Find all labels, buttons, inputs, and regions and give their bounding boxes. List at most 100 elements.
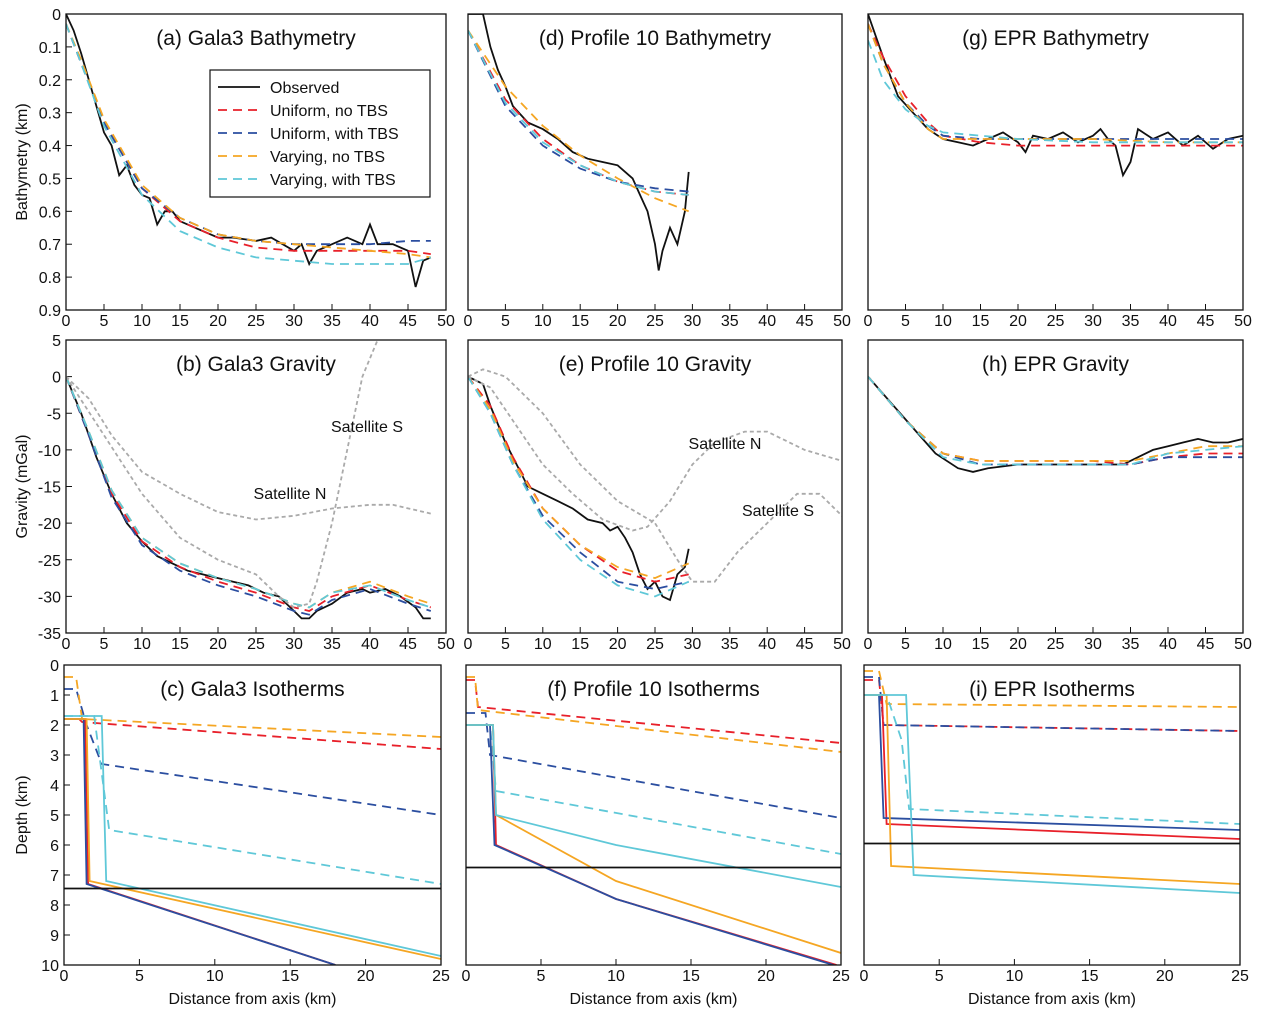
y-tick-label: 3: [50, 748, 59, 765]
y-axis-label: Bathymetry (km): [14, 103, 31, 220]
x-tick-label: 10: [607, 968, 625, 985]
series-line: [64, 718, 441, 960]
chart-title: (f) Profile 10 Isotherms: [547, 678, 759, 701]
annotation: Satellite N: [254, 486, 327, 503]
x-tick-label: 40: [758, 313, 776, 330]
series-line: [64, 715, 441, 957]
x-tick-label: 5: [537, 968, 546, 985]
x-tick-label: 0: [464, 313, 473, 330]
panel: 0 5 10 15 20 25 30 35 40 45 50 0 0.1 0.2 0.3 0.4 0.5 0.6 0…: [14, 7, 455, 330]
panel: 0 5 10 15 20 25 30 35 40 45 50 (d) Profile 10 Bathy…: [464, 13, 851, 330]
y-tick-label: -15: [38, 480, 61, 497]
y-tick-label: 7: [50, 868, 59, 885]
series-line: [66, 23, 431, 259]
series-line: [468, 376, 689, 583]
y-tick-label: 0: [50, 658, 59, 675]
series-line: [864, 676, 1240, 732]
x-tick-label: 0: [464, 636, 473, 653]
x-tick-label: 15: [171, 636, 189, 653]
panel: 0 5 10 15 20 25 30 35 40 45 50 (h) EPR Gravity: [864, 339, 1252, 653]
x-tick-label: 20: [757, 968, 775, 985]
x-tick-label: 10: [534, 636, 552, 653]
series-line: [868, 376, 1243, 462]
x-tick-label: 0: [60, 968, 69, 985]
panel: 0 5 10 15 20 25 (f) Profile 10 Isotherms Distan…: [462, 664, 850, 1008]
chart-title: (a) Gala3 Bathymetry: [156, 27, 356, 50]
x-tick-label: 25: [646, 636, 664, 653]
series-line: [868, 39, 1243, 144]
x-tick-label: 50: [833, 313, 851, 330]
annotation: Satellite N: [689, 436, 762, 453]
panel: 0 5 10 15 20 25 30 35 40 45 50 (g) EPR Bathymetry: [864, 13, 1252, 330]
x-tick-label: 5: [901, 313, 910, 330]
x-tick-label: 25: [247, 313, 265, 330]
x-tick-label: 10: [934, 313, 952, 330]
y-tick-label: 0.1: [39, 40, 61, 57]
series-line: [466, 724, 841, 954]
legend-box: [209, 69, 431, 198]
x-axis-label: Distance from axis (km): [168, 991, 336, 1008]
x-tick-label: 30: [1084, 636, 1102, 653]
y-tick-label: -5: [47, 406, 61, 423]
y-tick-label: 9: [50, 928, 59, 945]
chart-title: (d) Profile 10 Bathymetry: [539, 27, 772, 50]
x-tick-label: 5: [935, 968, 944, 985]
series-line: [466, 724, 841, 855]
plot-frame: [863, 664, 1241, 966]
x-tick-label: 35: [721, 313, 739, 330]
y-tick-label: 4: [50, 778, 59, 795]
series-line: [468, 29, 689, 196]
y-tick-label: 0.8: [39, 270, 61, 287]
x-tick-label: 35: [323, 313, 341, 330]
series-line: [66, 376, 432, 609]
x-tick-label: 15: [571, 636, 589, 653]
x-tick-label: 15: [571, 313, 589, 330]
y-tick-label: 10: [41, 958, 59, 975]
series-line: [868, 376, 1243, 466]
y-tick-label: 5: [52, 333, 61, 350]
series-line: [468, 375, 690, 602]
x-tick-label: 0: [864, 636, 873, 653]
series-line: [864, 694, 1240, 894]
series-line: [468, 376, 690, 598]
x-tick-label: 30: [684, 313, 702, 330]
y-tick-label: 0.4: [39, 139, 61, 156]
x-axis-label: Distance from axis (km): [569, 991, 737, 1008]
x-tick-label: 50: [437, 313, 455, 330]
x-tick-label: 25: [1231, 968, 1249, 985]
x-tick-label: 25: [1047, 313, 1065, 330]
series-line: [864, 694, 1240, 885]
series-line: [66, 23, 432, 265]
plot-frame: [63, 664, 442, 966]
legend-label: Uniform, with TBS: [270, 126, 399, 143]
x-tick-label: 30: [684, 636, 702, 653]
x-tick-label: 10: [534, 313, 552, 330]
x-tick-label: 0: [860, 968, 869, 985]
y-tick-label: 0: [52, 7, 61, 24]
x-tick-label: 0: [62, 636, 71, 653]
legend-label: Varying, no TBS: [270, 149, 385, 166]
series-line: [64, 688, 441, 816]
plot-frame: [65, 339, 447, 634]
y-tick-label: 0.3: [39, 106, 61, 123]
panel: 0 5 10 15 20 25 30 35 40 45 50-35-30-25-20-15-10-5…: [14, 333, 455, 653]
plot-frame: [867, 339, 1244, 634]
x-tick-label: 30: [285, 313, 303, 330]
y-tick-label: -30: [38, 589, 61, 606]
annotation: Satellite S: [742, 503, 814, 520]
x-tick-label: 50: [1234, 636, 1252, 653]
x-tick-label: 40: [1159, 313, 1177, 330]
x-tick-label: 10: [206, 968, 224, 985]
series-line: [468, 368, 842, 583]
x-tick-label: 15: [682, 968, 700, 985]
series-line: [466, 679, 841, 744]
x-tick-label: 5: [100, 636, 109, 653]
x-tick-label: 40: [1159, 636, 1177, 653]
x-tick-label: 10: [1006, 968, 1024, 985]
series-line: [864, 694, 1240, 840]
plot-frame: [467, 339, 843, 634]
x-tick-label: 10: [934, 636, 952, 653]
y-tick-label: 2: [50, 718, 59, 735]
chart-title: (e) Profile 10 Gravity: [559, 353, 752, 376]
